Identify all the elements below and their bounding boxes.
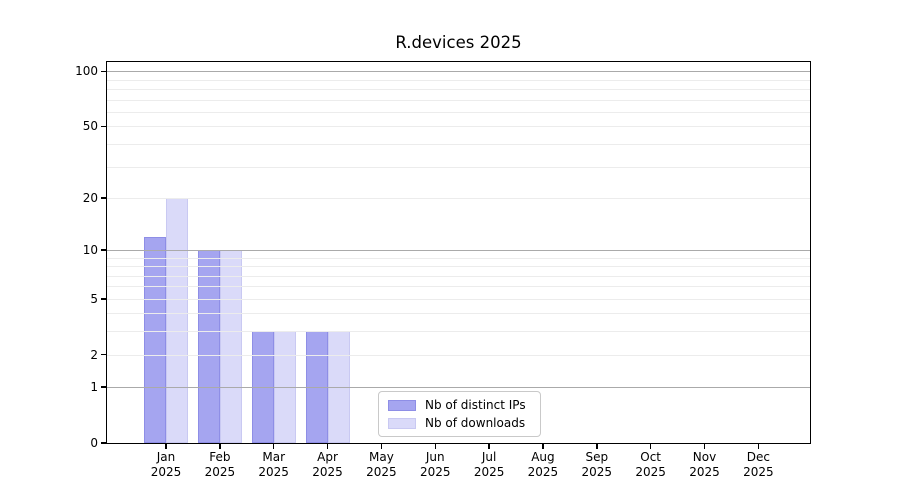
y-gridline-minor <box>107 331 810 333</box>
x-tick <box>649 444 652 449</box>
x-tick-year: 2025 <box>527 465 559 479</box>
x-tick-label-jul: Jul 2025 <box>457 450 521 480</box>
x-tick-month: Aug <box>531 450 555 464</box>
x-tick <box>542 444 544 449</box>
x-tick-month: Feb <box>209 450 231 464</box>
y-tick-label: 0 <box>90 436 98 450</box>
x-tick-label-jun: Jun 2025 <box>403 450 467 480</box>
bar-distinct-ips-feb <box>197 249 220 443</box>
y-tick-label: 2 <box>90 347 98 362</box>
y-gridline-minor <box>107 275 810 277</box>
y-tick-label: 1 <box>90 380 98 395</box>
y-gridline-minor <box>107 354 810 356</box>
x-tick <box>488 444 490 449</box>
y-gridline-minor <box>107 286 810 288</box>
x-tick-label-dec: Dec 2025 <box>726 450 790 480</box>
legend-label-distinct-ips: Nb of distinct IPs <box>425 398 526 412</box>
y-tick-label: 20 <box>82 190 98 205</box>
y-gridline-minor <box>107 257 810 259</box>
x-tick-year: 2025 <box>581 465 613 479</box>
x-tick-year: 2025 <box>635 465 666 479</box>
x-tick-label-apr: Apr 2025 <box>296 450 360 480</box>
x-tick-month: Apr <box>317 450 338 464</box>
legend-item-downloads: Nb of downloads <box>388 416 526 430</box>
x-tick <box>326 444 329 449</box>
y-tick <box>101 442 106 444</box>
x-tick-month: Sep <box>585 450 609 464</box>
x-tick-month: Oct <box>640 450 662 464</box>
y-gridline-minor <box>107 144 810 146</box>
y-tick <box>101 249 106 251</box>
y-gridline-major <box>107 387 810 389</box>
y-gridline-minor <box>107 197 810 199</box>
y-tick-label: 100 <box>75 64 98 79</box>
x-tick-month: Nov <box>692 450 717 464</box>
x-tick <box>757 444 760 449</box>
bar-downloads-feb <box>219 249 242 443</box>
x-tick <box>596 444 598 449</box>
x-tick-year: 2025 <box>419 465 451 479</box>
x-tick-year: 2025 <box>366 465 397 479</box>
y-tick <box>101 125 106 128</box>
x-tick-label-mar: Mar 2025 <box>242 450 306 480</box>
x-tick-month: Jan <box>156 450 176 464</box>
x-tick-year: 2025 <box>473 465 505 479</box>
y-gridline-minor <box>107 79 810 81</box>
x-tick <box>703 444 706 449</box>
x-tick-month: Jul <box>481 450 497 464</box>
legend-swatch-downloads <box>388 417 416 429</box>
y-gridline-major <box>107 249 810 251</box>
x-tick-year: 2025 <box>258 465 289 479</box>
bar-downloads-jan <box>166 197 188 443</box>
x-tick-label-jan: Jan 2025 <box>134 450 198 480</box>
y-gridline-minor <box>107 112 810 114</box>
x-tick <box>219 444 221 449</box>
legend: Nb of distinct IPs Nb of downloads <box>378 391 541 437</box>
chart-title: R.devices 2025 <box>395 33 522 52</box>
plot-area <box>106 61 811 444</box>
x-tick-month: Mar <box>262 450 285 464</box>
y-gridline-minor <box>107 89 810 91</box>
y-gridline-minor <box>107 313 810 315</box>
y-tick-label: 10 <box>82 242 98 257</box>
x-tick-label-oct: Oct 2025 <box>619 450 683 480</box>
x-tick <box>272 444 275 449</box>
y-gridline-minor <box>107 126 810 128</box>
bar-distinct-ips-jan <box>144 236 166 443</box>
x-tick-year: 2025 <box>150 465 182 479</box>
y-gridline-minor <box>107 266 810 268</box>
y-tick <box>101 70 106 73</box>
y-tick <box>101 298 106 300</box>
x-tick <box>434 444 436 449</box>
x-tick-year: 2025 <box>743 465 774 479</box>
y-tick <box>101 353 106 356</box>
x-tick-year: 2025 <box>204 465 236 479</box>
x-tick <box>165 444 167 449</box>
x-tick-label-sep: Sep 2025 <box>565 450 629 480</box>
legend-swatch-distinct-ips <box>388 399 416 411</box>
y-gridline-major <box>107 71 810 73</box>
x-tick-month: Jun <box>425 450 445 464</box>
y-gridline-minor <box>107 298 810 300</box>
x-tick-year: 2025 <box>312 465 343 479</box>
x-tick <box>380 444 383 449</box>
y-tick <box>101 386 106 388</box>
y-gridline-minor <box>107 166 810 168</box>
x-tick-label-nov: Nov 2025 <box>673 450 737 480</box>
legend-item-distinct-ips: Nb of distinct IPs <box>388 398 526 412</box>
y-gridline-minor <box>107 99 810 101</box>
legend-label-downloads: Nb of downloads <box>425 416 526 430</box>
x-tick-label-aug: Aug 2025 <box>511 450 575 480</box>
x-tick-label-may: May 2025 <box>349 450 413 480</box>
x-tick-year: 2025 <box>689 465 720 479</box>
y-tick-label: 5 <box>90 291 98 306</box>
y-tick-label: 50 <box>82 119 98 134</box>
y-tick <box>101 197 106 199</box>
x-tick-label-feb: Feb 2025 <box>188 450 252 480</box>
x-tick-month: Dec <box>746 450 770 464</box>
x-tick-month: May <box>368 450 394 464</box>
